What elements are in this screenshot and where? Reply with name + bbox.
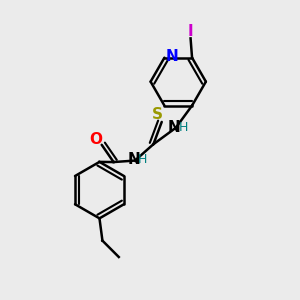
Text: S: S xyxy=(152,107,163,122)
Text: O: O xyxy=(89,132,102,147)
Text: N: N xyxy=(127,152,140,167)
Text: I: I xyxy=(188,24,194,39)
Text: H: H xyxy=(138,154,147,166)
Text: N: N xyxy=(168,120,181,135)
Text: H: H xyxy=(178,121,188,134)
Text: N: N xyxy=(166,49,178,64)
